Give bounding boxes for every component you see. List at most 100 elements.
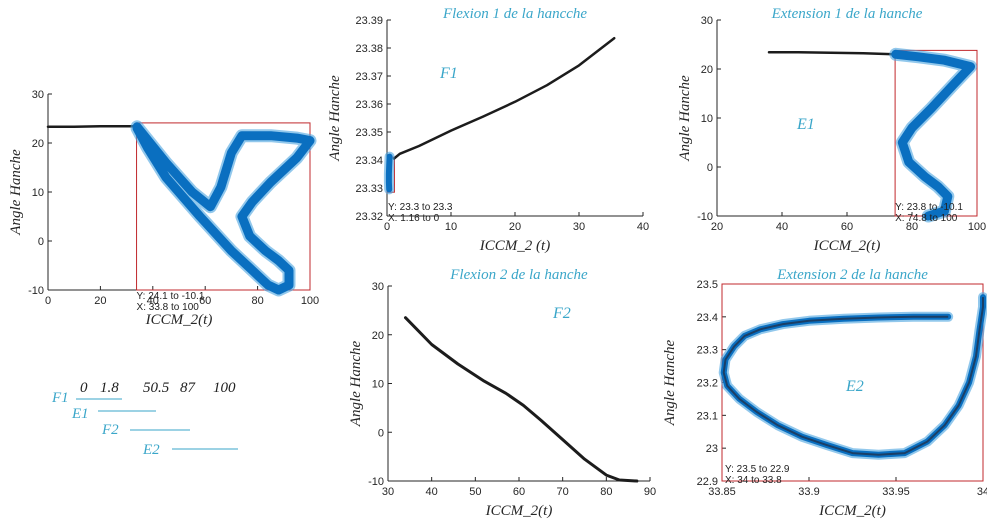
panel-phase-label: E1 — [796, 116, 815, 133]
readout-x: X: 33.8 to 100 — [137, 302, 200, 313]
panel-phase-label: F2 — [552, 305, 571, 322]
y-tick-label: 23.39 — [355, 15, 383, 27]
series-line-1 — [891, 49, 975, 221]
panel-flexion-1: 0 10 20 30 40 23.32 23.33 23.34 23.35 23.36 23.37 2… — [327, 6, 649, 254]
readout-x: X: 74.8 to 100 — [895, 213, 958, 224]
x-tick-label: 33.9 — [798, 486, 819, 498]
x-axis-title: ICCM_2(t) — [485, 503, 553, 519]
x-tick-label: 33.95 — [882, 486, 910, 498]
y-tick-label: 23.3 — [697, 345, 718, 357]
panel-extension-1: 20 40 60 80 100 -10 0 10 20 30 ICCM_2(t) Angle Hanc… — [677, 6, 986, 254]
x-tick-label: 90 — [644, 486, 656, 498]
y-tick-label: 23.5 — [697, 279, 718, 291]
y-axis-title: Angle Hanche — [677, 75, 693, 162]
x-tick-label: 60 — [841, 221, 853, 233]
x-tick-label: 0 — [45, 295, 51, 307]
x-tick-label: 34 — [977, 486, 987, 498]
x-axis-title: ICCM_2 (t) — [479, 238, 550, 254]
y-tick-label: -10 — [368, 476, 384, 488]
x-tick-label: 70 — [557, 486, 569, 498]
panel-phase-label: E2 — [845, 378, 864, 395]
panel-extension-2: 33.85 33.9 33.95 34 22.9 23 23.1 23.2 23.3 23.4 23… — [662, 267, 987, 519]
x-tick-label: 30 — [382, 486, 394, 498]
panel-title: Flexion 2 de la hanche — [449, 267, 588, 283]
y-tick-label: 20 — [372, 330, 384, 342]
x-tick-label: 33.85 — [708, 486, 736, 498]
x-tick-label: 20 — [509, 221, 521, 233]
y-tick-label: 22.9 — [697, 476, 718, 488]
selection-box — [136, 122, 311, 291]
x-tick-label: 40 — [147, 295, 159, 307]
y-tick-label: 10 — [372, 379, 384, 391]
phase-label-f1: F1 — [51, 390, 69, 406]
y-tick-label: 23.38 — [355, 43, 383, 55]
phase-number-1-8: 1.8 — [100, 380, 119, 396]
readout-x: X: 34 to 33.8 — [725, 475, 782, 486]
series-core-0 — [722, 297, 984, 456]
readout-x: X: 1.16 to 0 — [388, 213, 440, 224]
x-tick-label: 0 — [384, 221, 390, 233]
x-tick-label: 20 — [711, 221, 723, 233]
panel-flexion-2: 30 40 50 60 70 80 90 -10 0 10 20 30 ICCM_2(t) Angle H… — [348, 267, 656, 519]
x-tick-label: 20 — [94, 295, 106, 307]
y-axis-title: Angle Hanche — [327, 75, 343, 162]
x-tick-label: 80 — [906, 221, 918, 233]
y-axis-title: Angle Hanche — [8, 149, 24, 236]
y-tick-label: 10 — [32, 187, 44, 199]
x-tick-label: 30 — [573, 221, 585, 233]
phase-label-e2: E2 — [142, 442, 160, 458]
y-tick-label: 30 — [701, 15, 713, 27]
x-tick-label: 60 — [199, 295, 211, 307]
readout-y: Y: 24.1 to -10.1 — [137, 291, 205, 302]
x-tick-label: 80 — [251, 295, 263, 307]
phase-diagram: F1 0 1.8 50.5 87 100 E1 F2 E2 — [51, 380, 238, 458]
x-tick-label: 60 — [513, 486, 525, 498]
y-axis-title: Angle Hanche — [348, 340, 364, 427]
y-tick-label: 23.34 — [355, 155, 383, 167]
x-tick-label: 10 — [445, 221, 457, 233]
phase-number-100: 100 — [213, 380, 236, 396]
x-axis-title: ICCM_2(t) — [818, 503, 886, 519]
panel-phase-label: F1 — [439, 65, 458, 82]
y-tick-label: 20 — [701, 64, 713, 76]
series-line-1 — [132, 122, 315, 295]
y-tick-label: 23.2 — [697, 378, 718, 390]
x-axis-title: ICCM_2(t) — [145, 312, 213, 328]
y-tick-label: 23.4 — [697, 312, 718, 324]
y-tick-label: -10 — [28, 285, 44, 297]
phase-number-0: 0 — [80, 380, 88, 396]
series-line-0 — [46, 125, 139, 129]
series-line-0 — [404, 316, 639, 483]
y-tick-label: 10 — [701, 113, 713, 125]
y-tick-label: 23 — [706, 443, 718, 455]
y-tick-label: 23.1 — [697, 410, 718, 422]
y-axis-title: Angle Hanche — [662, 339, 678, 426]
x-tick-label: 40 — [426, 486, 438, 498]
phase-number-87: 87 — [180, 380, 197, 396]
x-tick-label: 40 — [776, 221, 788, 233]
phase-number-50-5: 50.5 — [143, 380, 170, 396]
y-tick-label: 0 — [38, 236, 44, 248]
x-tick-label: 100 — [301, 295, 319, 307]
x-tick-label: 40 — [637, 221, 649, 233]
panel-title: Extension 1 de la hanche — [771, 6, 923, 22]
x-axis-title: ICCM_2(t) — [813, 238, 881, 254]
series-line-1 — [385, 153, 393, 193]
y-tick-label: 23.36 — [355, 99, 383, 111]
y-tick-label: 23.37 — [355, 71, 383, 83]
y-tick-label: 0 — [707, 162, 713, 174]
readout-y: Y: 23.8 to -10.1 — [895, 202, 963, 213]
panel-title: Flexion 1 de la hancche — [442, 6, 587, 22]
x-tick-label: 100 — [968, 221, 986, 233]
readout-y: Y: 23.3 to 23.3 — [388, 202, 453, 213]
y-tick-label: 30 — [372, 281, 384, 293]
x-tick-label: 80 — [600, 486, 612, 498]
y-tick-label: 23.33 — [355, 183, 383, 195]
series-line-0 — [392, 36, 616, 160]
phase-label-f2: F2 — [101, 422, 119, 438]
panel-title: Extension 2 de la hanche — [776, 267, 928, 283]
y-tick-label: 0 — [378, 427, 384, 439]
y-tick-label: 23.32 — [355, 211, 383, 223]
